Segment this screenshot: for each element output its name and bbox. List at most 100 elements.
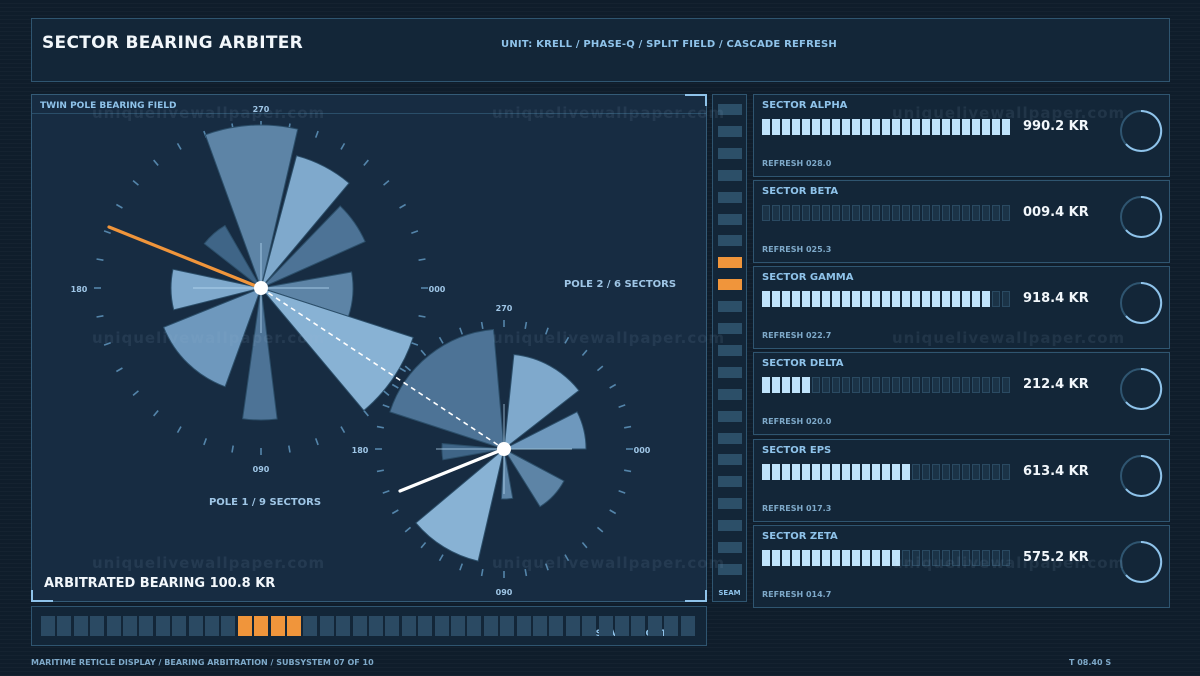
bearing-tick-label: 000 bbox=[429, 285, 446, 294]
level-segment bbox=[902, 205, 910, 221]
pole-sector bbox=[441, 443, 505, 461]
pole-sector bbox=[503, 411, 587, 450]
sector-card-beta[interactable]: SECTOR BETA 009.4 KR REFRESH 025.3 bbox=[753, 180, 1170, 263]
gauge-arc bbox=[1125, 195, 1163, 238]
level-segment bbox=[912, 205, 920, 221]
seam-cell bbox=[718, 301, 742, 313]
pole-sector bbox=[162, 287, 262, 388]
dial-tick bbox=[376, 469, 384, 473]
dial-tick bbox=[363, 410, 369, 417]
sector-card-zeta[interactable]: SECTOR ZETA 575.2 KR REFRESH 014.7 bbox=[753, 525, 1170, 608]
bearing-tick-label: 180 bbox=[71, 285, 88, 294]
level-segment bbox=[852, 550, 860, 566]
level-segment bbox=[882, 377, 890, 393]
dial-tick bbox=[176, 426, 182, 434]
sector-name: SECTOR DELTA bbox=[762, 358, 844, 369]
dial-tick bbox=[581, 541, 588, 549]
cascade-cell bbox=[155, 616, 170, 636]
level-segment bbox=[942, 550, 950, 566]
sector-card-delta[interactable]: SECTOR DELTA 212.4 KR REFRESH 020.0 bbox=[753, 352, 1170, 435]
level-segment bbox=[802, 464, 810, 480]
pole1-bearing-pointer bbox=[107, 225, 263, 290]
level-segment bbox=[972, 464, 980, 480]
level-segment bbox=[782, 119, 790, 135]
twin-pole-reticle: 270 000 090 180 270 000 090 180 POLE 1 / 9 SECTO… bbox=[71, 105, 676, 597]
level-segment bbox=[872, 377, 880, 393]
cascade-cell bbox=[188, 616, 203, 636]
level-segment bbox=[982, 205, 990, 221]
level-segment bbox=[832, 291, 840, 307]
level-segment bbox=[932, 464, 940, 480]
dial-tick bbox=[544, 327, 549, 335]
level-segment bbox=[832, 205, 840, 221]
cascade-cell bbox=[647, 616, 662, 636]
footer-timer: T 08.40 S bbox=[1069, 658, 1112, 667]
level-segment bbox=[792, 291, 800, 307]
level-segment bbox=[792, 205, 800, 221]
level-segment bbox=[972, 550, 980, 566]
dial-tick bbox=[96, 258, 104, 262]
seam-cell bbox=[718, 323, 742, 334]
sector-card-alpha[interactable]: SECTOR ALPHA 990.2 KR REFRESH 028.0 bbox=[753, 94, 1170, 177]
level-segment bbox=[892, 119, 900, 135]
level-segment bbox=[982, 119, 990, 135]
level-segment bbox=[872, 291, 880, 307]
bearing-field-panel: TWIN POLE BEARING FIELD 270 000 090 180 270 0… bbox=[31, 94, 707, 602]
level-segment bbox=[802, 377, 810, 393]
level-segment bbox=[932, 205, 940, 221]
level-segment bbox=[822, 377, 830, 393]
cascade-cell bbox=[467, 616, 482, 636]
cascade-cell bbox=[385, 616, 400, 636]
cascade-cell bbox=[582, 616, 597, 636]
dial-tick bbox=[340, 142, 346, 150]
level-segment bbox=[852, 205, 860, 221]
level-segment bbox=[982, 464, 990, 480]
seam-cell bbox=[718, 104, 742, 115]
pole-sector bbox=[259, 286, 414, 412]
level-segment bbox=[772, 119, 780, 135]
field-label: TWIN POLE BEARING FIELD bbox=[40, 101, 177, 111]
dial-tick bbox=[418, 258, 426, 262]
level-segment bbox=[892, 550, 900, 566]
cascade-cell bbox=[336, 616, 351, 636]
level-segment bbox=[912, 377, 920, 393]
arc-gauge-icon bbox=[1120, 454, 1163, 497]
dial-tick bbox=[564, 554, 570, 562]
level-segment bbox=[982, 291, 990, 307]
level-segment bbox=[992, 464, 1000, 480]
gauge-arc bbox=[1125, 281, 1163, 324]
dial-tick bbox=[564, 336, 570, 344]
cascade-cell bbox=[565, 616, 580, 636]
pole-sector bbox=[260, 205, 366, 289]
level-segment bbox=[892, 377, 900, 393]
sector-value: 918.4 KR bbox=[1023, 291, 1089, 306]
level-segment bbox=[1002, 550, 1010, 566]
cascade-cell bbox=[303, 616, 318, 636]
arc-gauge-icon bbox=[1120, 195, 1163, 238]
bearing-tick-label: 180 bbox=[352, 446, 369, 455]
dial-tick bbox=[596, 365, 604, 372]
sector-card-gamma[interactable]: SECTOR GAMMA 918.4 KR REFRESH 022.7 bbox=[753, 266, 1170, 349]
pole-link-line bbox=[260, 287, 505, 450]
level-segment bbox=[812, 119, 820, 135]
level-segment bbox=[992, 550, 1000, 566]
level-segment bbox=[872, 119, 880, 135]
level-segment bbox=[852, 464, 860, 480]
sector-name: SECTOR GAMMA bbox=[762, 272, 854, 283]
cascade-cell bbox=[57, 616, 72, 636]
dial-tick bbox=[438, 336, 444, 344]
arc-gauge-icon bbox=[1120, 540, 1163, 583]
sector-card-eps[interactable]: SECTOR EPS 613.4 KR REFRESH 017.3 bbox=[753, 439, 1170, 522]
dial-tick bbox=[581, 349, 588, 357]
dial-tick bbox=[609, 509, 617, 515]
level-segment bbox=[762, 291, 770, 307]
cascade-cell bbox=[139, 616, 154, 636]
level-segment bbox=[962, 119, 970, 135]
gauge-arc bbox=[1125, 454, 1163, 497]
level-segment bbox=[902, 550, 910, 566]
level-segment bbox=[782, 464, 790, 480]
seam-cell bbox=[718, 344, 742, 356]
seam-cell bbox=[718, 476, 742, 488]
cascade-cell bbox=[205, 616, 219, 636]
level-segment bbox=[962, 377, 970, 393]
